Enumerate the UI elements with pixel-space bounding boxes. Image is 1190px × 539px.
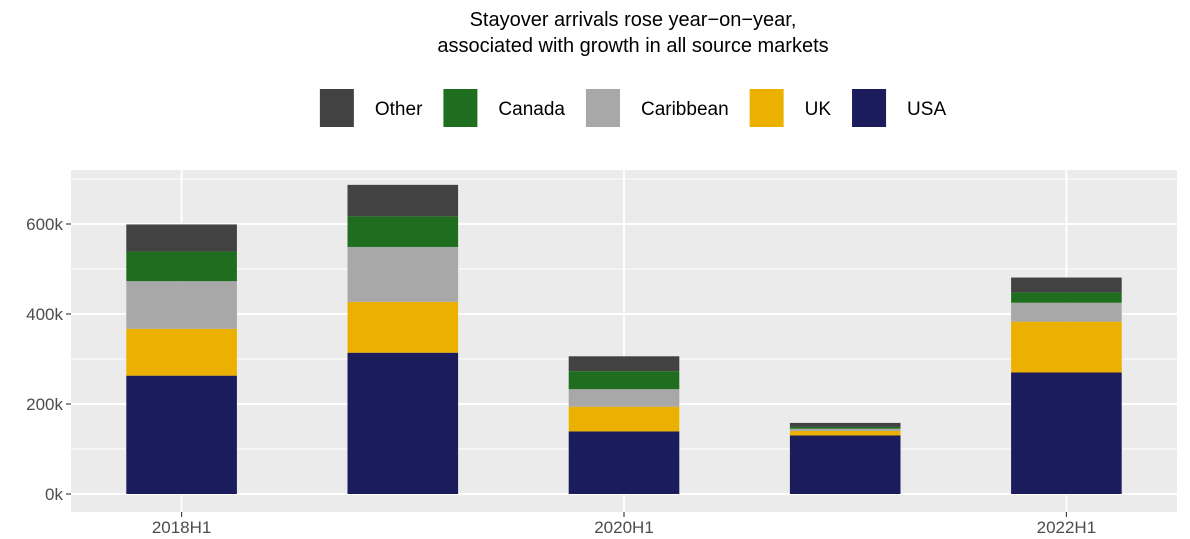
x-tick-label: 2022H1	[1037, 518, 1097, 537]
legend-label-other: Other	[375, 99, 423, 120]
bar-segment-other-2020h1	[568, 356, 680, 372]
bar-segment-uk-2019h1	[347, 301, 459, 353]
legend-label-usa: USA	[907, 99, 946, 120]
y-tick-label: 600k	[26, 215, 63, 234]
legend-key-uk	[749, 89, 784, 127]
legend-label-canada: Canada	[498, 99, 565, 120]
chart-subtitle: associated with growth in all source mar…	[437, 35, 828, 57]
bar-segment-usa-2021h1	[789, 435, 901, 494]
bar-segment-uk-2021h1	[789, 431, 901, 436]
bar-segment-uk-2022h1	[1011, 321, 1122, 373]
legend-label-caribbean: Caribbean	[641, 99, 729, 120]
bar-segment-uk-2020h1	[568, 406, 680, 432]
bar-segment-caribbean-2019h1	[347, 246, 459, 302]
bar-segment-other-2021h1	[789, 422, 901, 427]
bar-segment-caribbean-2020h1	[568, 389, 680, 407]
y-tick-label: 400k	[26, 305, 63, 324]
legend-key-canada	[443, 89, 478, 127]
bar-segment-canada-2018h1	[126, 251, 237, 282]
y-tick-label: 200k	[26, 395, 63, 414]
legend: Other Canada Caribbean UK USA	[319, 89, 946, 127]
bar-segment-other-2019h1	[347, 184, 459, 217]
bar-segment-canada-2022h1	[1011, 292, 1122, 303]
bar-segment-canada-2019h1	[347, 216, 459, 247]
bar-segment-canada-2020h1	[568, 371, 680, 390]
legend-key-other	[319, 89, 354, 127]
bar-segment-usa-2020h1	[568, 431, 680, 494]
legend-key-caribbean	[585, 89, 620, 127]
bar-segment-other-2018h1	[126, 224, 237, 252]
bar-segment-usa-2019h1	[347, 352, 459, 494]
bar-segment-caribbean-2021h1	[789, 428, 901, 431]
x-tick-label: 2020H1	[594, 518, 654, 537]
legend-label-uk: UK	[805, 99, 832, 120]
bar-segment-canada-2021h1	[789, 426, 901, 429]
bar-segment-caribbean-2018h1	[126, 281, 237, 329]
y-tick-label: 0k	[45, 485, 63, 504]
legend-key-usa	[852, 89, 887, 127]
bar-segment-uk-2018h1	[126, 328, 237, 376]
bar-segment-other-2022h1	[1011, 277, 1122, 293]
x-tick-label: 2018H1	[152, 518, 212, 537]
bar-segment-caribbean-2022h1	[1011, 302, 1122, 322]
bar-segment-usa-2018h1	[126, 375, 237, 494]
plot-panel: 0k 200k 400k 600k 2018H1 2020H1 2022H1	[26, 170, 1177, 537]
chart-title: Stayover arrivals rose year−on−year,	[470, 9, 797, 31]
bar-segment-usa-2022h1	[1011, 372, 1122, 494]
